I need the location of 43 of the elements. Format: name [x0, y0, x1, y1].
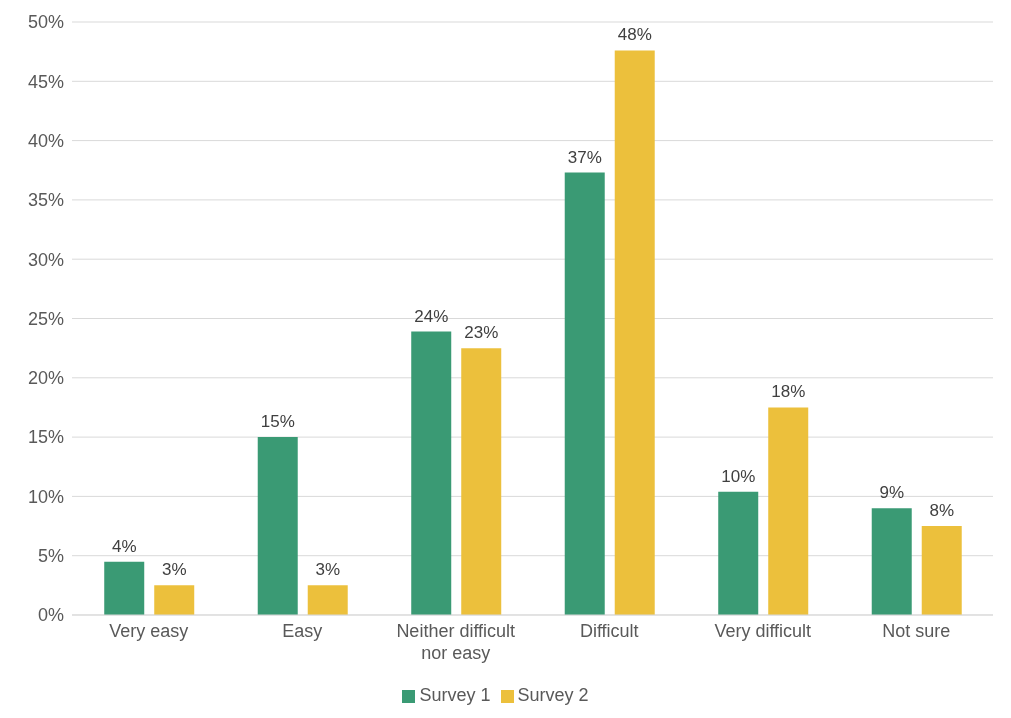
x-tick-label: Easy	[282, 621, 323, 641]
data-label: 9%	[879, 483, 905, 503]
data-label: 10%	[721, 466, 756, 486]
data-label: 15%	[260, 412, 295, 432]
x-tick-label: Difficult	[579, 621, 639, 641]
bar	[461, 348, 502, 615]
y-tick-label: 20%	[27, 368, 64, 389]
bar	[411, 331, 452, 615]
data-label: 24%	[414, 306, 449, 326]
data-label: 18%	[771, 382, 806, 402]
legend-label: Survey 1	[419, 685, 491, 705]
y-tick-label: 10%	[27, 486, 64, 507]
data-label: 3%	[161, 560, 187, 580]
data-label: 4%	[111, 536, 137, 556]
y-tick-label: 5%	[37, 546, 64, 567]
y-tick-label: 50%	[27, 12, 64, 33]
bar	[921, 526, 962, 615]
bar	[871, 508, 912, 615]
x-tick-label: Neither difficult nor easy	[396, 621, 516, 663]
bar	[104, 561, 145, 615]
legend-label: Survey 2	[517, 685, 589, 705]
y-tick-label: 30%	[27, 249, 64, 270]
bar	[718, 491, 759, 615]
data-label: 37%	[567, 147, 602, 167]
y-tick-label: 25%	[27, 308, 64, 329]
bar	[257, 437, 298, 615]
x-tick-label: Very easy	[109, 621, 189, 641]
data-label: 3%	[315, 560, 341, 580]
y-tick-label: 40%	[27, 130, 64, 151]
y-tick-label: 45%	[27, 71, 64, 92]
data-label: 8%	[929, 501, 955, 521]
bar	[307, 585, 348, 615]
bar	[564, 172, 605, 615]
x-tick-label: Not sure	[882, 621, 951, 641]
data-label: 23%	[464, 323, 499, 343]
bar	[614, 50, 655, 615]
bar	[768, 407, 809, 615]
bar	[154, 585, 195, 615]
y-tick-label: 35%	[27, 190, 64, 211]
y-tick-label: 0%	[37, 605, 64, 626]
data-label: 48%	[617, 25, 652, 45]
x-tick-label: Very difficult	[714, 621, 812, 641]
y-tick-label: 15%	[27, 427, 64, 448]
